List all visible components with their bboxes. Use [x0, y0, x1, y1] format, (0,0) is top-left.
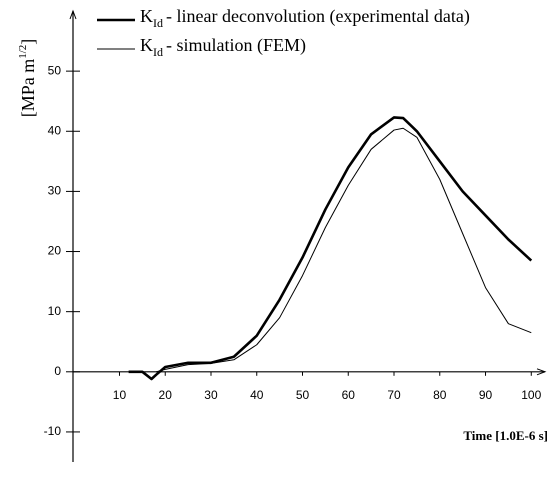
y-axis-label: [MPa m1/2]: [17, 39, 39, 118]
x-tick-label: 50: [296, 388, 310, 402]
legend-subscript: Id: [153, 45, 163, 59]
legend-name: - simulation (FEM): [166, 35, 306, 56]
legend-symbol: K: [140, 35, 153, 55]
y-label-close: ]: [18, 39, 38, 45]
x-axis-label: Time [1.0E-6 s]: [463, 428, 548, 443]
x-tick-label: 80: [433, 388, 447, 402]
x-axis-arrow: [536, 368, 547, 376]
x-tick-label: 40: [250, 388, 264, 402]
y-tick-label: 50: [48, 63, 62, 77]
y-label-unit: [MPa m: [18, 59, 38, 118]
x-tick-label: 100: [521, 388, 541, 402]
x-tick-label: 60: [342, 388, 356, 402]
y-axis-arrow: [69, 9, 77, 20]
y-tick-label: 0: [54, 364, 61, 378]
y-tick-label: -10: [44, 424, 62, 438]
x-tick-label: 10: [113, 388, 127, 402]
y-tick-label: 20: [48, 244, 62, 258]
y-tick-label: 10: [48, 304, 62, 318]
series-line: [128, 116, 533, 381]
x-tick-label: 30: [204, 388, 218, 402]
y-label-exponent: 1/2: [17, 45, 29, 59]
series-line: [155, 127, 532, 373]
legend-symbol: K: [140, 6, 153, 26]
y-tick-label: 30: [48, 184, 62, 198]
x-tick-label: 70: [387, 388, 401, 402]
legend-subscript: Id: [153, 16, 163, 30]
legend-label: KId - linear deconvolution (experimental …: [140, 6, 470, 30]
y-tick-label: 40: [48, 123, 62, 137]
x-tick-label: 90: [479, 388, 493, 402]
legend-name: - linear deconvolution (experimental dat…: [166, 6, 470, 27]
legend-label: KId - simulation (FEM): [140, 35, 306, 59]
x-tick-label: 20: [159, 388, 173, 402]
